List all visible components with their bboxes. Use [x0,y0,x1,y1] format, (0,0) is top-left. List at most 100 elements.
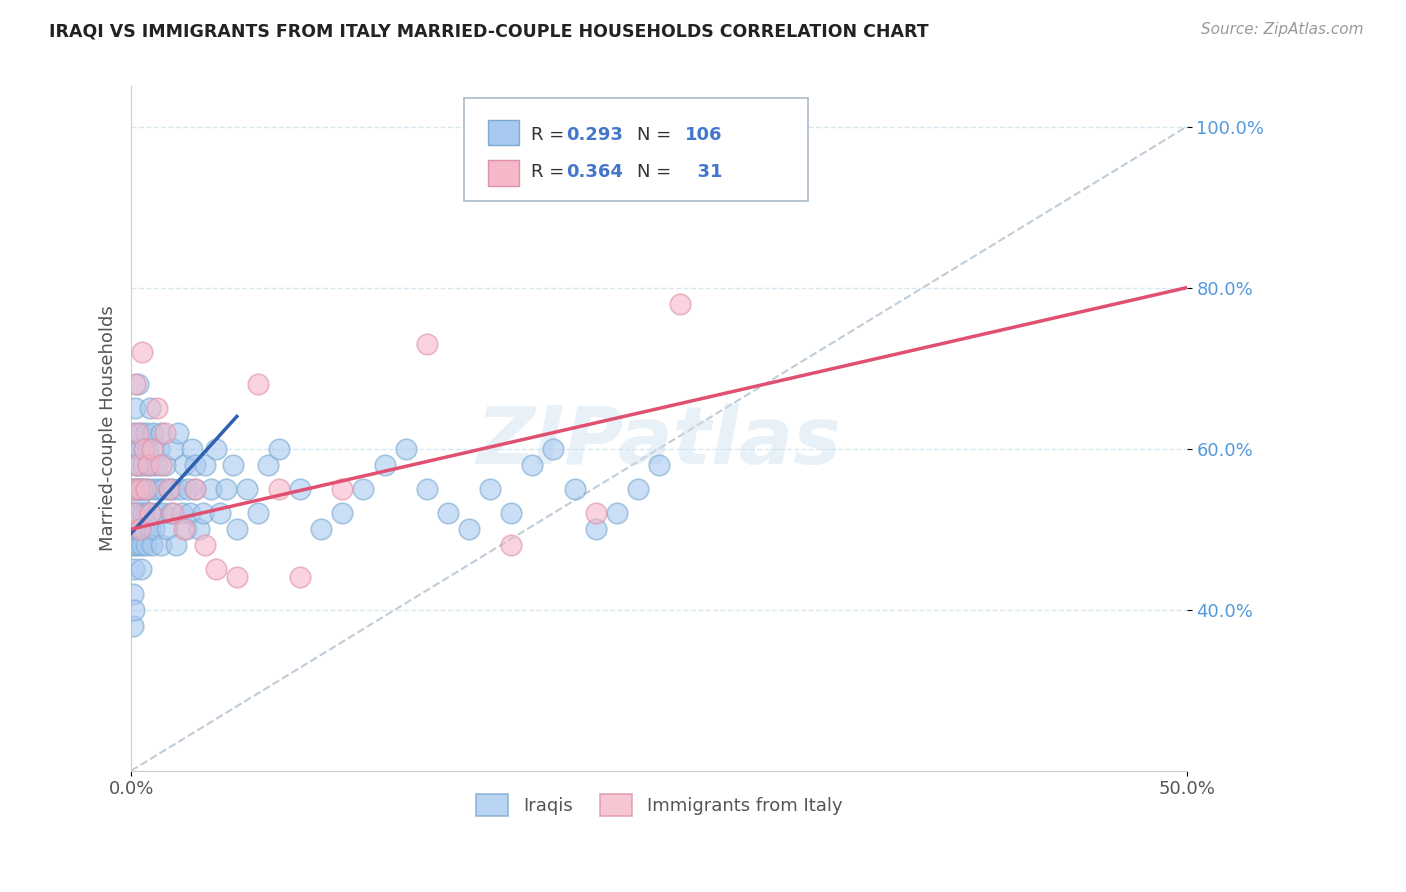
Point [585,522,607,536]
Point [204,562,226,576]
Point [501,506,523,520]
Point [177,482,200,496]
Point [267,482,290,496]
Point [135,482,157,496]
Text: ZIPatlas: ZIPatlas [477,403,842,481]
Point [131,482,153,496]
Point [135,538,157,552]
Point [166,425,188,440]
Point [194,538,217,552]
Point [181,442,204,456]
Point [143,522,166,536]
Point [215,482,238,496]
Point [173,458,195,472]
Point [267,442,290,456]
Point [134,482,156,496]
Point [128,522,150,536]
Point [309,522,332,536]
Point [543,442,565,456]
Point [152,506,174,520]
Point [122,522,145,536]
Point [221,458,243,472]
Point [124,506,146,520]
Point [138,482,160,496]
Point [132,506,155,520]
Point [162,506,184,520]
Point [127,506,149,520]
Point [564,482,586,496]
Point [194,458,217,472]
Point [122,506,145,520]
Point [225,522,247,536]
Point [353,482,375,496]
Point [648,458,671,472]
Point [153,458,176,472]
Point [179,506,201,520]
Text: N =: N = [637,163,676,181]
Point [122,619,145,633]
Point [149,425,172,440]
Point [136,458,159,472]
Point [330,482,353,496]
Point [128,490,150,504]
Point [139,522,162,536]
Point [627,482,650,496]
Point [125,458,148,472]
Point [288,482,311,496]
Point [122,602,145,616]
Point [127,377,149,392]
Point [124,482,146,496]
Point [131,538,153,552]
Point [132,458,155,472]
Point [236,482,259,496]
Point [437,506,460,520]
Point [200,482,222,496]
Point [128,482,150,496]
Point [128,458,150,472]
Point [124,425,146,440]
Point [125,442,148,456]
Point [135,425,157,440]
Point [129,522,152,536]
Point [124,377,146,392]
Point [416,337,439,351]
Point [139,506,162,520]
Point [121,482,143,496]
Point [121,538,143,552]
Point [183,482,205,496]
Point [149,538,172,552]
Point [129,425,152,440]
Point [330,506,353,520]
Point [169,482,191,496]
Point [669,297,692,311]
Point [136,442,159,456]
Point [183,458,205,472]
Point [458,522,481,536]
Point [136,458,159,472]
Point [136,506,159,520]
Point [124,538,146,552]
Point [125,506,148,520]
Point [122,482,145,496]
Point [501,538,523,552]
Point [204,442,226,456]
Point [122,562,145,576]
Point [173,522,195,536]
Point [149,458,172,472]
Point [246,506,269,520]
Point [395,442,418,456]
Point [143,482,166,496]
Point [157,482,180,496]
Point [246,377,269,392]
Point [153,425,176,440]
Text: Source: ZipAtlas.com: Source: ZipAtlas.com [1201,22,1364,37]
Point [122,586,145,600]
Point [145,401,167,416]
Point [124,458,146,472]
Point [132,442,155,456]
Point [141,538,163,552]
Point [128,482,150,496]
Point [125,482,148,496]
Legend: Iraqis, Immigrants from Italy: Iraqis, Immigrants from Italy [468,787,849,823]
Point [145,458,167,472]
